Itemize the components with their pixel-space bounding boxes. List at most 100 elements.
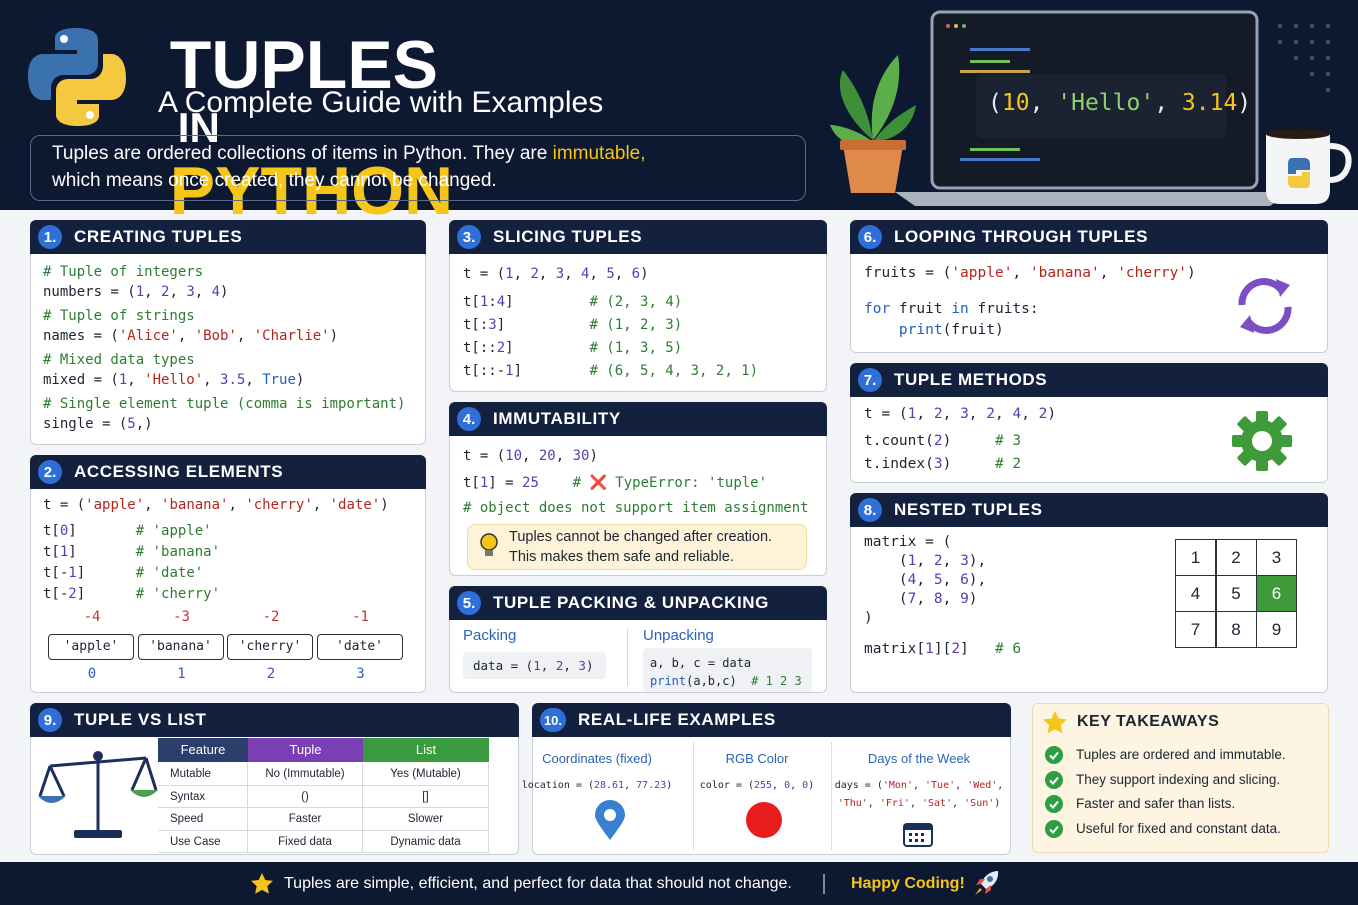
code-line: for fruit in fruits: [864, 299, 1039, 320]
code-token: ) [640, 266, 649, 282]
code-token: 'banana' [161, 497, 229, 513]
code-token: , [194, 283, 212, 300]
code-token: 'cherry' [245, 497, 313, 513]
code-token: ( [864, 572, 908, 588]
code-token: # 'apple' [135, 523, 212, 539]
packing-label: Packing [463, 627, 517, 644]
code-line: (4, 5, 6), [864, 571, 986, 590]
code-token: 5 [127, 415, 136, 432]
footer-divider [823, 874, 825, 894]
code-token: ) [994, 798, 1001, 809]
code-line: color = (255, 0, 0) [667, 777, 847, 795]
section-number: 5. [457, 591, 481, 615]
panel-header: 6. LOOPING THROUGH TUPLES [850, 220, 1328, 254]
grid-cell: 4 [1175, 575, 1216, 612]
code-token: ] [496, 317, 590, 333]
takeaways-box [1032, 703, 1329, 853]
section-title: REAL-LIFE EXAMPLES [578, 710, 776, 729]
example-divider [831, 742, 832, 850]
panel-header: 7. TUPLE METHODS [850, 363, 1328, 397]
note-text: This makes them safe and reliable. [509, 549, 734, 565]
table-cell: Mutable [158, 763, 248, 786]
code-token: , [909, 798, 922, 809]
code-token: , [614, 266, 632, 282]
code-token: 'Sat' [922, 798, 953, 809]
code-token: 'Hello' [1057, 90, 1155, 116]
intro-text: Tuples are ordered collections of items … [52, 143, 548, 164]
code-token: , [513, 266, 531, 282]
section-title: LOOPING THROUGH TUPLES [894, 227, 1149, 246]
code-line: numbers = (1, 2, 3, 4) [43, 283, 228, 303]
panel-header: 9. TUPLE VS LIST [30, 703, 519, 737]
code-token: # (2, 3, 4) [589, 294, 683, 310]
code-token: 'Fri' [879, 798, 910, 809]
negative-index: -3 [173, 609, 190, 625]
section-number: 3. [457, 225, 481, 249]
code-token: 1 [907, 406, 917, 422]
code-token: ) [589, 448, 598, 464]
code-token: ) [808, 780, 815, 791]
code-token: ), [968, 553, 987, 569]
code-box [463, 652, 606, 679]
code-token: 77.23 [636, 780, 667, 791]
code-token: , [916, 591, 934, 607]
code-token: names = ( [43, 327, 119, 344]
panel: 8. NESTED TUPLES [850, 493, 1328, 693]
code-token: , [955, 780, 968, 791]
panel: 1. CREATING TUPLES [30, 220, 426, 445]
code-line: fruits = ('apple', 'banana', 'cherry') [864, 263, 1196, 284]
code-token: (a,b,c) [686, 674, 752, 688]
code-token: , [312, 497, 330, 513]
code-token: in [951, 301, 969, 317]
code-token: ) [666, 780, 673, 791]
code-token: 'banana' [1029, 265, 1100, 281]
intro-box [30, 135, 806, 201]
check-icon [1045, 795, 1063, 814]
code-token: , [1099, 265, 1118, 281]
code-token: , [177, 327, 195, 344]
code-token: , [203, 371, 221, 388]
title-word: PYTHON [169, 153, 454, 229]
code-line: # Mixed data types [43, 351, 195, 371]
table-cell: Use Case [158, 830, 248, 853]
code-token: 0 [802, 780, 809, 791]
footer-happy: Happy Coding! [851, 875, 965, 892]
loop-icon [1238, 278, 1292, 334]
python-logo [28, 28, 126, 126]
code-token: 1 [118, 371, 128, 388]
code-token: 2 [496, 340, 506, 356]
grid-cell: 8 [1215, 611, 1257, 648]
code-token: 7 [907, 591, 917, 607]
packing-divider [627, 628, 628, 686]
code-token: # Tuple of strings [43, 308, 195, 324]
rocket-icon [975, 871, 999, 895]
code-token: , [245, 371, 263, 388]
code-token: # (1, 3, 5) [589, 340, 683, 356]
code-token: 3 [488, 317, 497, 333]
table-header: Feature [158, 738, 248, 762]
code-line: t[-1] # 'date' [43, 563, 203, 584]
code-token: , [968, 406, 987, 422]
code-token: data = ( [473, 658, 534, 673]
code-token: 2 [530, 266, 539, 282]
code-line: days = ('Mon', 'Tue', 'Wed', [829, 777, 1009, 795]
code-token: matrix[ [864, 641, 926, 657]
table-cell: Speed [158, 808, 248, 831]
code-line: print(a,b,c) # 1 2 3 [650, 672, 802, 690]
code-token: 4 [581, 266, 590, 282]
code-token: # 2 [994, 456, 1022, 472]
code-token: ] [68, 544, 136, 560]
table-cell: Dynamic data [363, 830, 489, 853]
code-token: , [1021, 406, 1039, 422]
code-line: names = ('Alice', 'Bob', 'Charlie') [43, 327, 338, 347]
code-token: single = ( [43, 415, 128, 432]
grid-cell: 6 [1256, 575, 1297, 612]
code-token: 3 [933, 456, 943, 472]
code-token: for [864, 301, 891, 317]
code-token: ) [942, 456, 995, 472]
code-token: 'Thu' [837, 798, 868, 809]
panel: 3. SLICING TUPLES [449, 220, 827, 392]
code-token: numbers = ( [43, 283, 136, 300]
table-cell: Yes (Mutable) [363, 763, 489, 786]
